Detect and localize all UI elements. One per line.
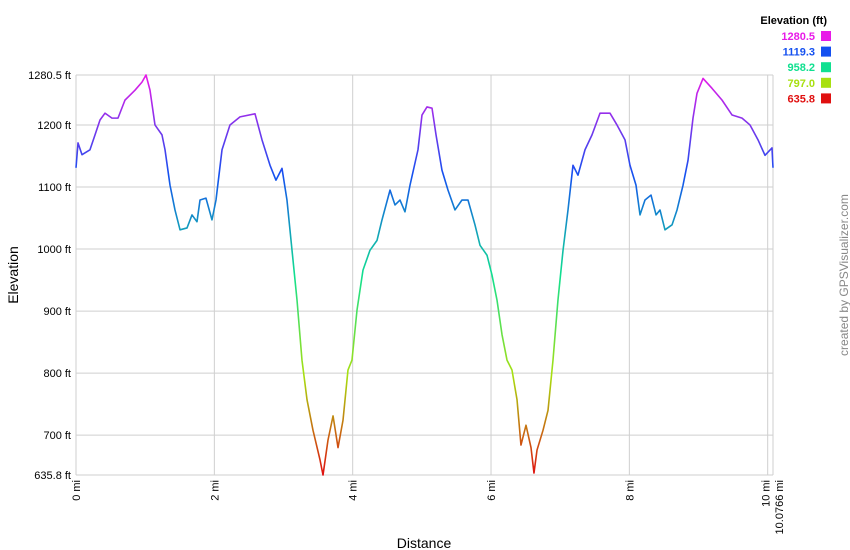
x-tick-label: 8 mi	[624, 480, 636, 501]
y-tick-label: 1280.5 ft	[28, 70, 71, 82]
y-tick-label: 635.8 ft	[34, 470, 71, 482]
y-axis-title: Elevation	[5, 246, 21, 304]
y-tick-label: 1000 ft	[37, 244, 71, 256]
x-tick-label: 4 mi	[348, 480, 360, 501]
y-tick-label: 1200 ft	[37, 120, 71, 132]
x-tick-label: 0 mi	[71, 480, 83, 501]
legend-swatch	[821, 62, 831, 73]
y-tick-label: 700 ft	[43, 430, 71, 442]
x-tick-label: 10 mi	[761, 480, 773, 507]
legend-title: Elevation (ft)	[760, 15, 827, 27]
y-tick-label: 800 ft	[43, 368, 71, 380]
legend-swatch	[821, 93, 831, 104]
legend-label: 797.0	[787, 78, 815, 90]
x-axis-title: Distance	[397, 535, 452, 550]
legend-swatch	[821, 77, 831, 88]
credit: created by GPSVisualizer.com	[837, 194, 850, 356]
legend-swatch	[821, 31, 831, 41]
legend-label: 958.2	[787, 62, 815, 74]
x-tick-label: 2 mi	[209, 480, 221, 501]
legend-label: 1280.5	[781, 31, 815, 43]
y-tick-label: 900 ft	[43, 306, 71, 318]
x-tick-label: 10.0766 mi	[774, 480, 786, 534]
legend-label: 1119.3	[783, 47, 815, 59]
elevation-line	[75, 74, 774, 476]
y-tick-label: 1100 ft	[38, 182, 71, 194]
legend-label: 635.8	[787, 93, 815, 105]
x-tick-label: 6 mi	[486, 480, 498, 501]
legend-swatch	[821, 46, 831, 57]
